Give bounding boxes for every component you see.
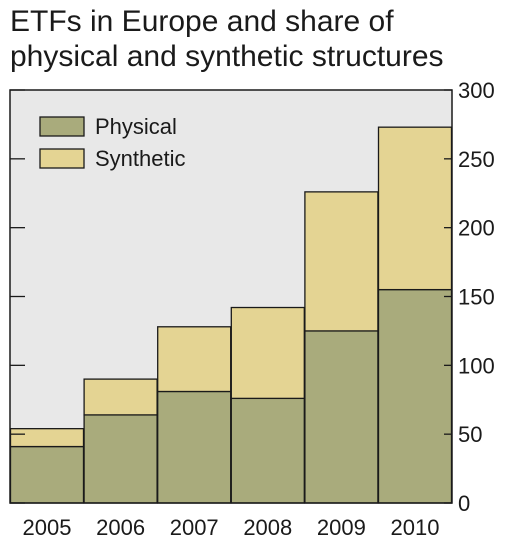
y-tick-label-50: 50 xyxy=(458,422,482,447)
bar-synthetic-2010 xyxy=(377,126,453,291)
bar-synthetic-2009 xyxy=(304,191,379,332)
legend-label-physical: Physical xyxy=(95,114,177,139)
y-tick-label-0: 0 xyxy=(458,491,470,516)
x-tick-label-2005: 2005 xyxy=(23,515,72,540)
legend-swatch-physical xyxy=(39,116,85,137)
bar-synthetic-2005 xyxy=(9,428,85,448)
y-tick-label-300: 300 xyxy=(458,78,495,103)
x-tick-label-2007: 2007 xyxy=(170,515,219,540)
legend-label-synthetic: Synthetic xyxy=(95,146,186,171)
bar-synthetic-2006 xyxy=(83,378,158,416)
x-tick-label-2006: 2006 xyxy=(96,515,145,540)
x-tick-label-2010: 2010 xyxy=(391,515,440,540)
bar-physical-2006 xyxy=(83,414,158,504)
bar-physical-2009 xyxy=(304,330,379,504)
bars-group xyxy=(9,126,453,504)
bar-physical-2007 xyxy=(157,390,232,504)
y-tick-label-200: 200 xyxy=(458,216,495,241)
bar-physical-2008 xyxy=(230,397,305,504)
bar-physical-2010 xyxy=(377,288,453,504)
legend-swatch-synthetic xyxy=(39,148,85,169)
legend: Physical Synthetic xyxy=(39,114,186,171)
axis-ticks-group: 2005 2006 2007 2008 2009 2010 0 50 100 150 200 250 3… xyxy=(10,78,495,540)
y-tick-label-150: 150 xyxy=(458,285,495,310)
x-tick-label-2009: 2009 xyxy=(317,515,366,540)
y-tick-label-100: 100 xyxy=(458,353,495,378)
bar-synthetic-2008 xyxy=(230,306,305,400)
x-tick-label-2008: 2008 xyxy=(243,515,292,540)
chart-title: ETFs in Europe and share of physical and… xyxy=(10,5,444,73)
bar-synthetic-2007 xyxy=(157,326,232,393)
y-tick-label-250: 250 xyxy=(458,147,495,172)
bar-physical-2005 xyxy=(9,445,85,504)
